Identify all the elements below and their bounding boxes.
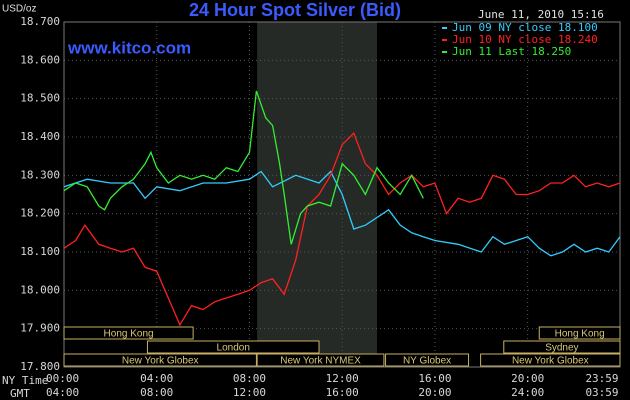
legend-label: Jun 11 Last 18.250 <box>452 45 571 58</box>
price-line <box>63 90 424 245</box>
price-line <box>63 132 621 327</box>
session-shade <box>257 22 377 367</box>
x-tick-label: 00:00 <box>46 372 79 385</box>
legend-swatch <box>442 51 447 53</box>
y-unit: USD/oz <box>2 4 36 15</box>
x-tick-label: 08:00 <box>233 372 266 385</box>
session-label: NY Globex <box>403 356 451 367</box>
session-label: New York NYMEX <box>280 356 361 367</box>
x-axis-label: GMT <box>10 387 30 400</box>
y-tick-label: 18.700 <box>20 15 60 28</box>
plot-frame <box>63 21 621 368</box>
y-tick-label: 18.000 <box>20 283 60 296</box>
x-tick-label: 04:00 <box>140 372 173 385</box>
y-tick-label: 17.900 <box>20 322 60 335</box>
session-box <box>256 353 385 367</box>
source-url: www.kitco.com <box>67 38 191 57</box>
price-line <box>63 170 621 257</box>
session-box <box>385 353 470 367</box>
y-tick-label: 18.500 <box>20 92 60 105</box>
gmt-tick-label: 16:00 <box>326 386 359 399</box>
session-label: Hong Kong <box>104 329 154 340</box>
x-tick-label: 20:00 <box>511 372 544 385</box>
session-box <box>480 353 621 367</box>
gmt-tick-label: 20:00 <box>418 386 451 399</box>
session-box <box>503 340 621 354</box>
session-box <box>538 326 621 340</box>
x-axis-label: NY Time <box>2 374 48 387</box>
x-tick-label: 16:00 <box>418 372 451 385</box>
legend-swatch <box>442 39 447 41</box>
y-tick-label: 17.800 <box>20 360 60 373</box>
session-box <box>63 353 257 367</box>
gmt-tick-label: 08:00 <box>140 386 173 399</box>
y-tick-label: 18.600 <box>20 53 60 66</box>
gmt-tick-label: 12:00 <box>233 386 266 399</box>
legend-label: Jun 09 NY close 18.100 <box>452 21 598 34</box>
legend-swatch <box>442 27 447 29</box>
session-label: Hong Kong <box>555 329 605 340</box>
gmt-tick-label: 24:00 <box>511 386 544 399</box>
session-label: New York Globex <box>512 356 589 367</box>
session-box <box>63 326 194 340</box>
y-tick-label: 18.400 <box>20 130 60 143</box>
session-box <box>146 340 320 354</box>
y-tick-label: 18.200 <box>20 207 60 220</box>
gmt-tick-label: 04:00 <box>46 386 79 399</box>
x-tick-label: 12:00 <box>326 372 359 385</box>
chart-title: 24 Hour Spot Silver (Bid) <box>189 0 401 20</box>
session-label: London <box>217 343 250 354</box>
x-tick-label: 23:59 <box>585 372 618 385</box>
y-tick-label: 18.100 <box>20 245 60 258</box>
legend-label: Jun 10 NY close 18.240 <box>452 33 598 46</box>
session-label: New York Globex <box>122 356 199 367</box>
gmt-tick-label: 03:59 <box>585 386 618 399</box>
y-tick-label: 18.300 <box>20 168 60 181</box>
session-label: Sydney <box>545 343 578 354</box>
timestamp: June 11, 2010 15:16 <box>478 8 604 21</box>
